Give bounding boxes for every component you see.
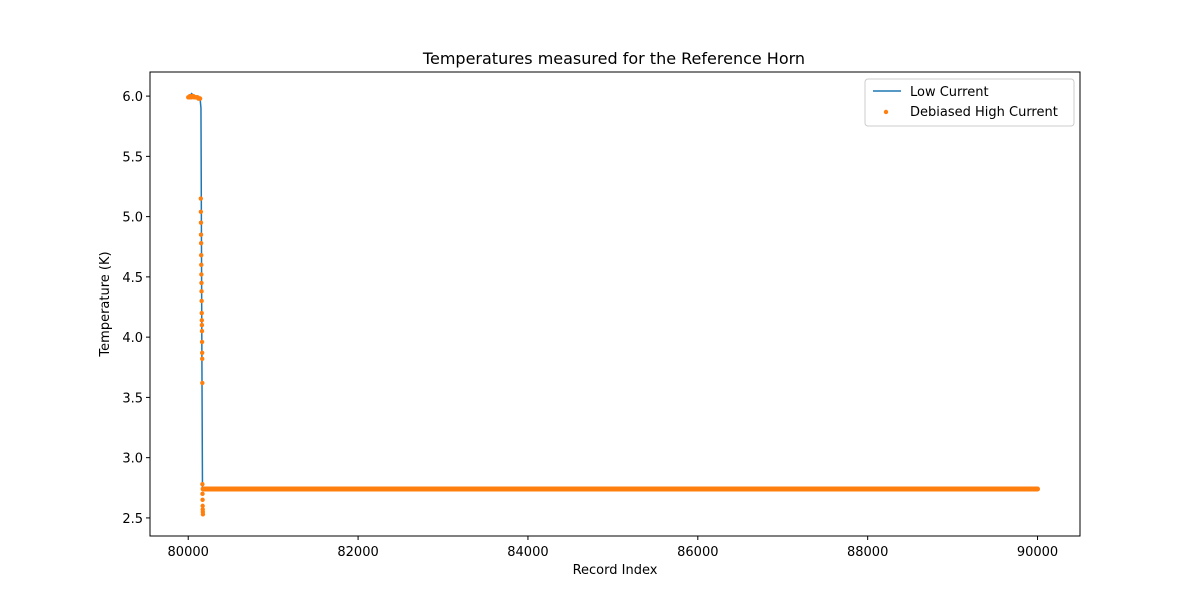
scatter-point-debiased-high-current: [198, 232, 204, 237]
scatter-point-debiased-high-current: [199, 252, 204, 258]
scatter-point-debiased-high-current: [199, 328, 205, 334]
scatter-point-debiased-high-current: [199, 322, 205, 328]
scatter-point-debiased-high-current: [198, 196, 203, 201]
plot-frame: [149, 71, 1081, 537]
legend: Low Current Debiased High Current: [864, 78, 1075, 127]
x-axis-label: Record Index: [573, 563, 658, 578]
scatter-point-debiased-high-current: [200, 497, 205, 503]
y-tick-label: 6.0: [122, 90, 143, 105]
y-tick-label: 3.5: [122, 391, 143, 406]
legend-frame: [864, 78, 1075, 127]
scatter-point-debiased-high-current: [200, 512, 206, 517]
scatter-point-debiased-high-current: [200, 380, 205, 386]
y-axis-ticks: 2.5 3.0 3.5 4.0 4.5 5.0 5.5 6.0: [122, 90, 150, 527]
y-tick-label: 4.0: [122, 331, 143, 346]
scatter-point-debiased-high-current: [198, 240, 204, 246]
y-tick-label: 2.5: [122, 512, 143, 527]
x-tick-label: 88000: [847, 545, 888, 560]
scatter-point-debiased-high-current: [198, 209, 204, 214]
scatter-point-debiased-high-current: [199, 310, 204, 316]
scatter-point-debiased-high-current: [197, 96, 203, 101]
scatter-point-debiased-high-current: [200, 491, 205, 497]
scatter-point-debiased-high-current: [200, 356, 205, 362]
legend-marker-swatch: [883, 109, 889, 115]
scatter-point-debiased-high-current: [199, 350, 205, 356]
y-axis-label: Temperature (K): [98, 251, 113, 357]
scatter-point-debiased-high-current: [199, 262, 204, 268]
x-tick-label: 82000: [337, 545, 378, 560]
legend-label-low-current: Low Current: [910, 85, 989, 100]
scatter-point-debiased-high-current: [199, 289, 204, 294]
x-tick-label: 84000: [507, 545, 548, 560]
scatter-point-debiased-high-current: [199, 339, 205, 345]
scatter-point-debiased-high-current: [199, 298, 204, 304]
y-tick-label: 5.5: [122, 150, 143, 165]
x-tick-label: 80000: [168, 545, 209, 560]
x-tick-label: 90000: [1017, 545, 1058, 560]
legend-label-debiased-high-current: Debiased High Current: [910, 105, 1058, 120]
y-tick-label: 4.5: [122, 271, 143, 286]
x-axis-ticks: 80000 82000 84000 86000 88000 90000: [168, 536, 1058, 560]
scatter-point-debiased-high-current: [200, 481, 205, 487]
scatter-point-debiased-high-current: [200, 503, 205, 509]
scatter-point-debiased-high-current: [198, 220, 204, 225]
y-tick-label: 5.0: [122, 211, 143, 226]
chart-title: Temperatures measured for the Reference …: [422, 49, 805, 68]
plot-area: [186, 92, 1041, 517]
scatter-point-debiased-high-current: [199, 318, 205, 323]
y-tick-label: 3.0: [122, 452, 143, 467]
x-tick-label: 86000: [677, 545, 718, 560]
scatter-point-debiased-high-current: [199, 280, 204, 286]
scatter-point-debiased-high-current: [199, 272, 204, 277]
